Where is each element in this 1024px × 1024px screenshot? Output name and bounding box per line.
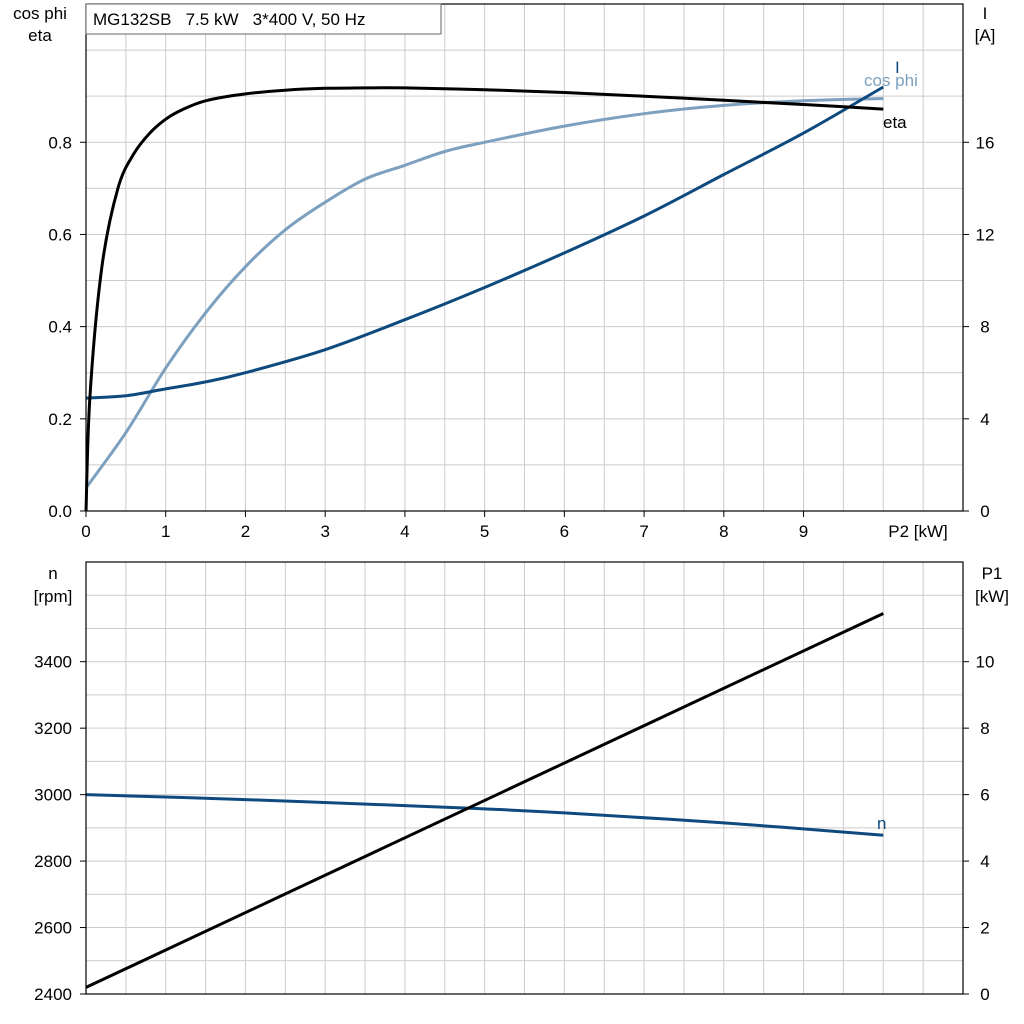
y-tick-label: 0.4 — [48, 318, 72, 337]
chart-title: MG132SB 7.5 kW 3*400 V, 50 Hz — [93, 10, 365, 29]
x-axis-label: P2 [kW] — [888, 522, 948, 541]
y-right-tick-label: 2 — [980, 919, 989, 938]
y-tick-label: 0.8 — [48, 133, 72, 152]
y-right-tick-label: 6 — [980, 786, 989, 805]
series-label-eta: eta — [883, 113, 907, 132]
x-tick-label: 1 — [161, 522, 170, 541]
y-tick-label: 3200 — [34, 719, 72, 738]
y-right-tick-label: 4 — [980, 852, 989, 871]
top-left-axis-label-2: eta — [28, 26, 52, 45]
bottom-left-axis-label-1: n — [48, 564, 57, 583]
y-tick-label: 2400 — [34, 985, 72, 1004]
y-tick-label: 0.6 — [48, 225, 72, 244]
y-right-tick-label: 0 — [980, 985, 989, 1004]
top-plot-frame — [85, 3, 964, 512]
y-tick-label: 2800 — [34, 852, 72, 871]
bottom-right-axis-label-2: [kW] — [975, 587, 1009, 606]
series-label-n: n — [877, 814, 886, 833]
y-tick-label: 3400 — [34, 653, 72, 672]
x-tick-label: 0 — [81, 522, 90, 541]
y-tick-label: 3000 — [34, 786, 72, 805]
x-tick-label: 5 — [480, 522, 489, 541]
y-right-tick-label: 12 — [976, 225, 995, 244]
series-line-eta — [84, 86, 884, 512]
x-tick-label: 2 — [241, 522, 250, 541]
y-right-tick-label: 0 — [980, 502, 989, 521]
y-tick-label: 2600 — [34, 919, 72, 938]
y-right-tick-label: 10 — [976, 653, 995, 672]
series-label-I: I — [895, 58, 900, 77]
top-chart-lines — [84, 85, 885, 512]
top-right-axis-label-2: [A] — [975, 26, 996, 45]
x-tick-label: 8 — [719, 522, 728, 541]
series-line-n — [85, 793, 884, 837]
series-label-cos-phi: cos phi — [864, 71, 918, 90]
y-tick-label: 0.0 — [48, 502, 72, 521]
series-line-cos-phi — [84, 97, 884, 489]
bottom-left-axis-label-2: [rpm] — [34, 587, 73, 606]
series-line-P1 — [85, 612, 884, 989]
x-tick-label: 9 — [799, 522, 808, 541]
bottom-chart-grid — [86, 562, 963, 994]
y-right-tick-label: 8 — [980, 719, 989, 738]
x-tick-label: 7 — [639, 522, 648, 541]
top-right-axis-label-1: I — [983, 4, 988, 23]
bottom-chart-lines — [85, 612, 884, 989]
y-right-tick-label: 16 — [976, 133, 995, 152]
series-line-I — [85, 85, 885, 400]
title-box — [85, 3, 442, 35]
y-right-tick-label: 8 — [980, 318, 989, 337]
x-tick-label: 4 — [400, 522, 409, 541]
y-right-tick-label: 4 — [980, 410, 989, 429]
top-left-axis-label-1: cos phi — [13, 4, 67, 23]
bottom-plot-frame — [85, 561, 964, 995]
x-tick-label: 6 — [560, 522, 569, 541]
bottom-right-axis-label-1: P1 — [982, 564, 1003, 583]
y-tick-label: 0.2 — [48, 410, 72, 429]
x-tick-label: 3 — [320, 522, 329, 541]
bottom-chart-ticks: 2400 2600 2800 3000 3200 3400 0 2 4 6 8 10 — [34, 653, 994, 1004]
